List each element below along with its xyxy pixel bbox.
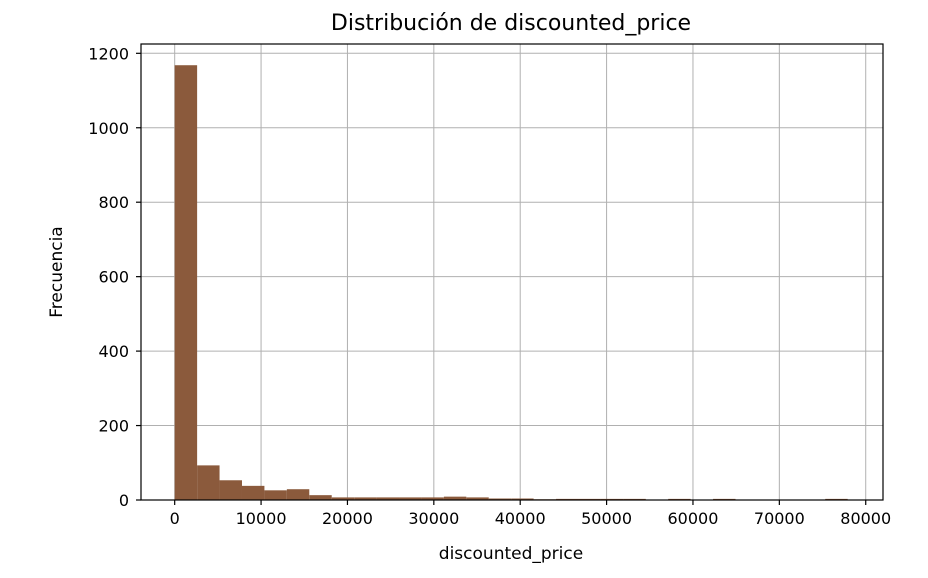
- y-axis-label: Frecuencia: [47, 226, 67, 317]
- histogram-bar: [354, 497, 377, 500]
- x-tick-label: 60000: [668, 509, 719, 528]
- y-tick-label: 1000: [88, 119, 129, 138]
- axis-ticks: 0 10000 20000 30000 40000 50000 60000 70000 8000…: [88, 44, 891, 528]
- histogram-bars: [174, 65, 848, 500]
- histogram-bar: [331, 497, 355, 500]
- histogram-bar: [376, 497, 400, 500]
- histogram-bar: [511, 498, 534, 500]
- plot-frame: [140, 43, 884, 501]
- histogram-bar: [309, 495, 332, 500]
- histogram-bar: [399, 497, 422, 500]
- histogram-bar: [197, 465, 220, 500]
- histogram-bar: [264, 490, 287, 500]
- x-tick-label: 40000: [495, 509, 546, 528]
- x-tick-label: 80000: [840, 509, 891, 528]
- x-tick-label: 0: [170, 509, 180, 528]
- histogram-bar: [174, 65, 198, 500]
- x-tick-label: 30000: [408, 509, 459, 528]
- y-tick-label: 800: [98, 193, 129, 212]
- histogram-bar: [219, 480, 242, 500]
- histogram-bar: [443, 496, 467, 500]
- grid-lines: [141, 44, 883, 501]
- y-tick-label: 600: [98, 268, 129, 287]
- chart-title: Distribución de discounted_price: [331, 11, 691, 36]
- x-tick-label: 50000: [581, 509, 632, 528]
- y-tick-label: 400: [98, 342, 129, 361]
- y-tick-label: 0: [119, 491, 129, 510]
- histogram-bar: [421, 497, 444, 500]
- histogram-bar: [488, 498, 512, 500]
- histogram-bar: [286, 489, 310, 500]
- histogram-bar: [241, 485, 265, 500]
- x-axis-label: discounted_price: [439, 544, 583, 564]
- histogram-bar: [466, 497, 489, 500]
- x-tick-label: 20000: [322, 509, 373, 528]
- y-tick-label: 1200: [88, 44, 129, 63]
- x-tick-label: 10000: [236, 509, 287, 528]
- x-tick-label: 70000: [754, 509, 805, 528]
- y-tick-label: 200: [98, 417, 129, 436]
